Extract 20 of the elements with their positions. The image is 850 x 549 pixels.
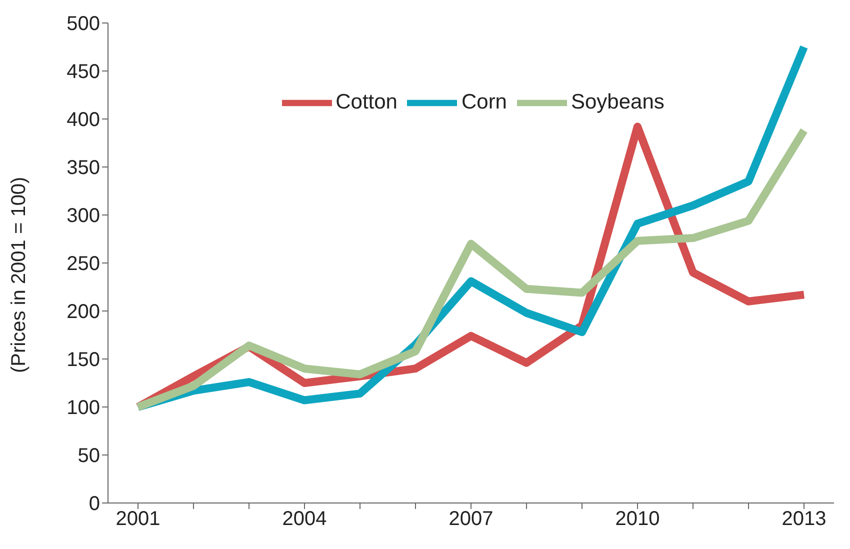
y-tick-label: 0	[88, 493, 100, 516]
y-tick-label: 50	[78, 445, 100, 468]
y-tick-label: 150	[66, 349, 100, 372]
y-tick-label: 200	[66, 301, 100, 324]
x-tick-label: 2007	[448, 508, 494, 530]
y-tick-label: 450	[66, 61, 100, 84]
x-tick-label: 2010	[615, 508, 660, 530]
y-tick-label: 100	[66, 397, 100, 420]
legend-label: Soybeans	[571, 90, 664, 114]
y-tick-label: 250	[66, 253, 100, 276]
legend-label: Corn	[461, 90, 507, 114]
x-tick-label: 2004	[282, 508, 327, 530]
y-tick-label: 300	[66, 205, 100, 228]
y-tick-label: 400	[66, 109, 100, 132]
legend-label: Cotton	[336, 90, 398, 114]
x-tick-label: 2013	[782, 508, 826, 530]
x-tick-label: 2001	[116, 508, 160, 530]
y-tick-label: 500	[66, 13, 100, 36]
y-tick-label: 350	[66, 157, 100, 180]
y-axis-title: (Prices in 2001 = 100)	[8, 176, 30, 373]
